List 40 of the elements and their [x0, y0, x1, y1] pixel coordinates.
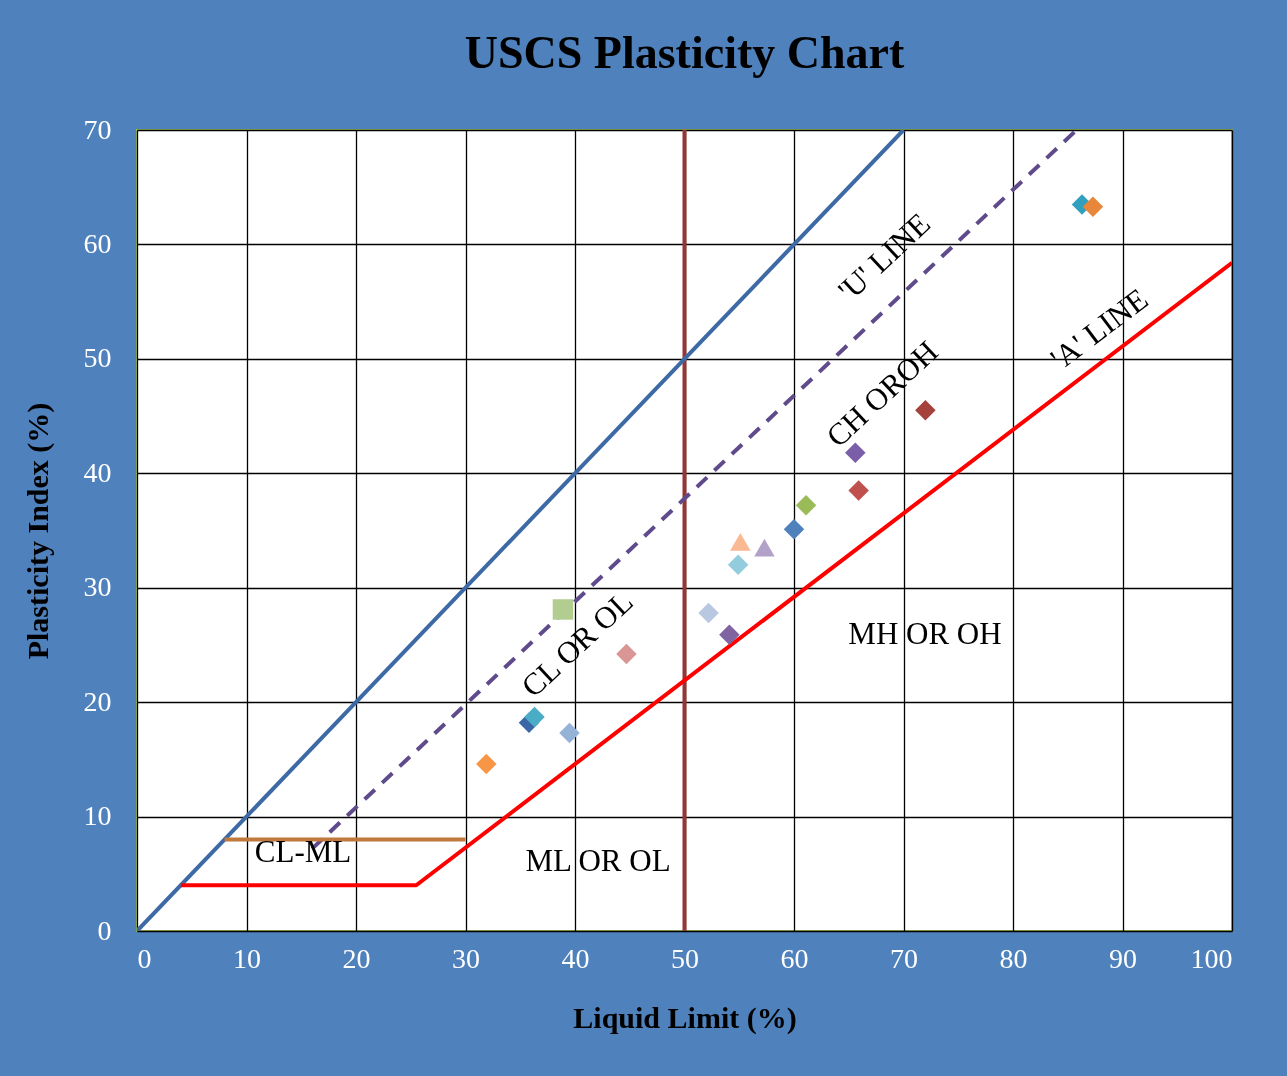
x-tick-label: 50	[671, 942, 699, 974]
point	[795, 495, 817, 516]
x-tick-label: 0	[137, 942, 152, 974]
y-tick-label: 20	[83, 685, 112, 717]
point	[524, 706, 545, 728]
point	[552, 599, 574, 620]
y-tick-label: 10	[83, 800, 112, 832]
x-tick-label: 40	[561, 942, 590, 974]
annotation: MH OR OH	[848, 616, 1002, 651]
point	[616, 643, 637, 665]
chart-title: USCS Plasticity Chart	[464, 27, 905, 78]
x-tick-label: 10	[233, 942, 261, 974]
x-tick-label: 80	[999, 942, 1028, 974]
x-tick-label: 90	[1109, 942, 1137, 974]
x-tick-label: 100	[1190, 942, 1233, 974]
y-axis-title: Plasticity Index (%)	[20, 402, 55, 660]
point	[783, 519, 805, 540]
point	[730, 533, 751, 551]
point	[476, 753, 497, 775]
y-tick-label: 0	[97, 914, 112, 946]
point	[559, 722, 580, 744]
y-tick-label: 70	[83, 113, 112, 145]
x-tick-label: 30	[452, 942, 480, 974]
y-tick-label: 50	[83, 342, 112, 374]
annotation: CL OR OL	[514, 583, 640, 704]
x-tick-label: 60	[780, 942, 809, 974]
annotation: CL-ML	[254, 834, 352, 869]
point	[698, 602, 719, 624]
y-tick-label: 40	[83, 456, 112, 488]
x-tick-label: 20	[342, 942, 371, 974]
y-tick-label: 60	[83, 227, 112, 259]
point	[719, 624, 740, 645]
annotation: ML OR OL	[525, 843, 671, 878]
y-tick-label: 30	[83, 571, 112, 603]
x-axis-title: Liquid Limit (%)	[573, 1000, 797, 1035]
point	[1082, 196, 1104, 217]
point	[727, 554, 749, 576]
x-tick-label: 70	[890, 942, 918, 974]
point	[754, 538, 775, 557]
point	[848, 480, 869, 501]
